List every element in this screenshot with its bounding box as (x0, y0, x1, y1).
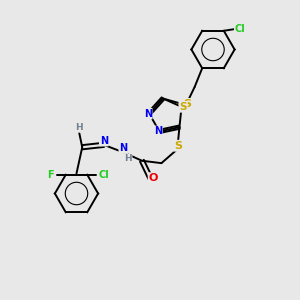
Text: N: N (144, 109, 152, 119)
Text: O: O (148, 173, 158, 183)
Text: N: N (100, 136, 108, 146)
Text: Cl: Cl (98, 170, 109, 180)
Text: N: N (119, 143, 128, 153)
Text: F: F (47, 170, 54, 180)
Text: H: H (75, 123, 83, 132)
Text: N: N (154, 126, 162, 136)
Text: S: S (179, 102, 187, 112)
Text: Cl: Cl (235, 24, 246, 34)
Text: S: S (183, 99, 191, 109)
Text: H: H (124, 154, 132, 164)
Text: S: S (174, 141, 182, 151)
